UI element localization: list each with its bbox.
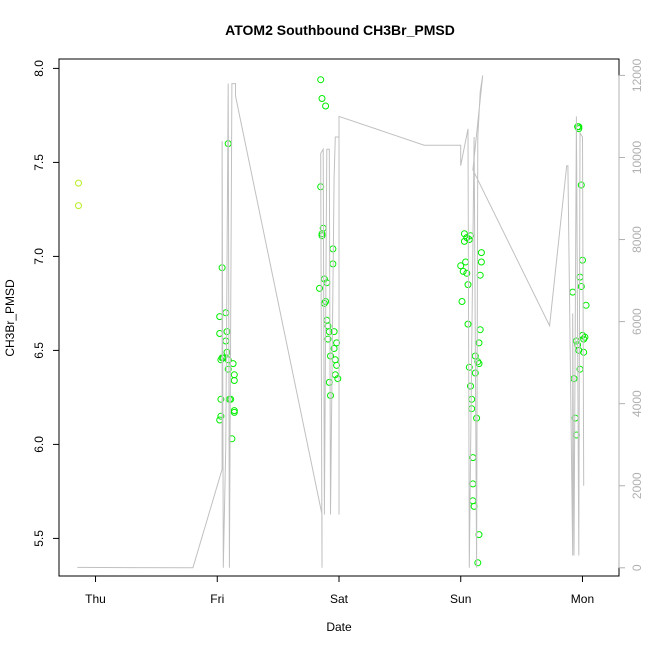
data-point xyxy=(322,102,330,110)
y2-tick-label: 6000 xyxy=(630,308,644,335)
data-point xyxy=(217,412,225,420)
data-point xyxy=(477,249,485,257)
y2-tick-label: 8000 xyxy=(630,226,644,253)
data-point xyxy=(330,328,338,336)
data-point xyxy=(469,497,477,505)
y-tick-label: 5.5 xyxy=(32,530,46,547)
y2-tick-label: 10000 xyxy=(630,140,644,174)
y2-tick-label: 4000 xyxy=(630,390,644,417)
data-point xyxy=(317,76,325,84)
x-tick-label: Sat xyxy=(330,592,349,606)
data-point xyxy=(223,348,231,356)
x-axis-label: Date xyxy=(326,620,352,634)
data-point xyxy=(467,382,474,390)
x-tick-label: Mon xyxy=(571,592,594,606)
data-point xyxy=(318,95,326,102)
y-tick-label: 6.5 xyxy=(32,342,46,359)
y2-tick-label: 0 xyxy=(630,564,644,571)
data-point xyxy=(457,262,465,270)
data-point xyxy=(75,179,82,187)
data-point xyxy=(460,230,468,238)
y2-tick-label: 12000 xyxy=(630,58,644,92)
data-point xyxy=(570,375,578,383)
data-point xyxy=(582,301,590,309)
y2-tick-label: 2000 xyxy=(630,472,644,499)
data-point xyxy=(323,316,331,324)
data-point xyxy=(464,320,472,328)
data-point xyxy=(230,377,238,384)
data-point xyxy=(230,407,238,415)
y-axis: 5.5 6.0 6.5 7.0 7.5 8.0 xyxy=(32,60,60,547)
data-point xyxy=(230,371,238,379)
data-point xyxy=(475,360,483,368)
y-tick-label: 6.0 xyxy=(32,436,46,453)
data-point xyxy=(465,363,473,371)
y-tick-label: 7.0 xyxy=(32,248,46,265)
data-point xyxy=(462,258,470,266)
x-tick-label: Fri xyxy=(210,592,224,606)
data-point xyxy=(458,298,466,305)
data-point xyxy=(333,361,341,369)
data-point xyxy=(331,356,339,364)
y2-axis: 0 2000 4000 6000 8000 10000 12000 xyxy=(618,58,644,571)
data-point xyxy=(575,125,583,133)
series-layer xyxy=(75,75,590,569)
data-point xyxy=(459,267,467,275)
data-point xyxy=(476,326,484,334)
data-point xyxy=(474,358,482,366)
data-point xyxy=(316,284,323,292)
data-point xyxy=(475,339,483,347)
data-point xyxy=(463,269,471,277)
data-point xyxy=(217,395,225,403)
x-tick-label: Thu xyxy=(85,592,106,606)
data-point xyxy=(476,271,484,279)
x-tick-label: Sun xyxy=(450,592,471,606)
data-point xyxy=(468,405,476,413)
data-point xyxy=(477,258,485,266)
data-point xyxy=(224,365,232,373)
y-tick-label: 8.0 xyxy=(32,60,46,77)
x-axis: Thu Fri Sat Sun Mon xyxy=(85,575,594,606)
data-point xyxy=(334,375,342,383)
data-point xyxy=(581,333,589,341)
data-point xyxy=(222,309,230,317)
data-point xyxy=(575,123,583,131)
data-point xyxy=(572,337,580,345)
data-point xyxy=(469,480,477,488)
data-point xyxy=(222,337,230,345)
data-point xyxy=(330,345,338,352)
chart-title: ATOM2 Southbound CH3Br_PMSD xyxy=(225,22,455,38)
data-point xyxy=(465,236,473,243)
y-axis-label: CH3Br_PMSD xyxy=(3,279,17,357)
data-point xyxy=(474,559,482,567)
data-point xyxy=(577,181,585,189)
data-point xyxy=(224,356,232,364)
data-point xyxy=(333,339,341,347)
data-point xyxy=(75,202,82,210)
data-point xyxy=(318,232,326,240)
y-tick-label: 7.5 xyxy=(32,154,46,171)
data-point xyxy=(577,283,585,290)
data-point xyxy=(327,352,334,360)
data-point xyxy=(324,335,332,343)
data-point xyxy=(569,288,577,296)
series-line xyxy=(77,75,585,569)
data-point xyxy=(229,360,237,368)
